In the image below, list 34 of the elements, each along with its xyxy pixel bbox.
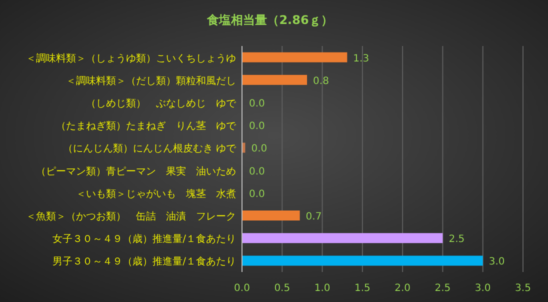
text: 0.5 bbox=[274, 283, 290, 294]
data-label: 0.0 bbox=[251, 144, 268, 155]
text: 2.0 bbox=[394, 283, 411, 294]
bar bbox=[242, 74, 308, 85]
y-tick-label: 男子３０～４９（歳）推進量/１食あたり bbox=[52, 256, 236, 268]
chart-title: 食塩相当量（2.86ｇ） bbox=[206, 13, 333, 27]
data-label: 2.5 bbox=[448, 234, 465, 246]
text: 0.0 bbox=[234, 283, 250, 294]
y-tick-label: 女子３０～４９（歳）推進量/１食あたり bbox=[52, 233, 236, 246]
y-tick-label: ＜調味料類＞（しょうゆ類）こいくちしょうゆ bbox=[26, 52, 236, 64]
y-tick-label: （たまねぎ類）たまねぎ りん茎 ゆで bbox=[56, 120, 237, 132]
y-tick-label: ＜魚類＞（かつお類） 缶詰 油漬 フレーク bbox=[26, 210, 236, 222]
text: 1.0 bbox=[314, 283, 330, 294]
data-label: 0.8 bbox=[313, 76, 329, 87]
text: 3.0 bbox=[474, 283, 491, 294]
data-label: 3.0 bbox=[488, 256, 505, 268]
data-label: 0.0 bbox=[249, 98, 265, 110]
y-tick-label: （しめじ類） ぶなしめじ ゆで bbox=[86, 98, 237, 110]
text: 1.5 bbox=[354, 283, 370, 294]
data-label: 0.0 bbox=[249, 188, 265, 200]
bar bbox=[242, 256, 483, 266]
data-label: 0.7 bbox=[306, 212, 322, 222]
y-tick-label: （ピーマン類）青ピーマン 果実 油いため bbox=[36, 165, 236, 178]
y-tick-label: ＜いも類＞じゃがいも 塊茎 水煮 bbox=[76, 188, 236, 200]
data-label: 1.3 bbox=[353, 53, 370, 64]
data-label: 0.0 bbox=[249, 166, 265, 178]
data-label: 0.0 bbox=[249, 121, 265, 132]
bar bbox=[242, 210, 300, 220]
y-tick-label: ＜調味料類＞（だし類）顆粒和風だし bbox=[66, 74, 236, 87]
text: 2.5 bbox=[434, 283, 451, 294]
y-tick-label: （にんじん類）にんじん根皮むき ゆで bbox=[62, 142, 237, 155]
bar bbox=[242, 233, 443, 244]
text: 3.5 bbox=[515, 283, 531, 294]
bar bbox=[242, 52, 348, 62]
